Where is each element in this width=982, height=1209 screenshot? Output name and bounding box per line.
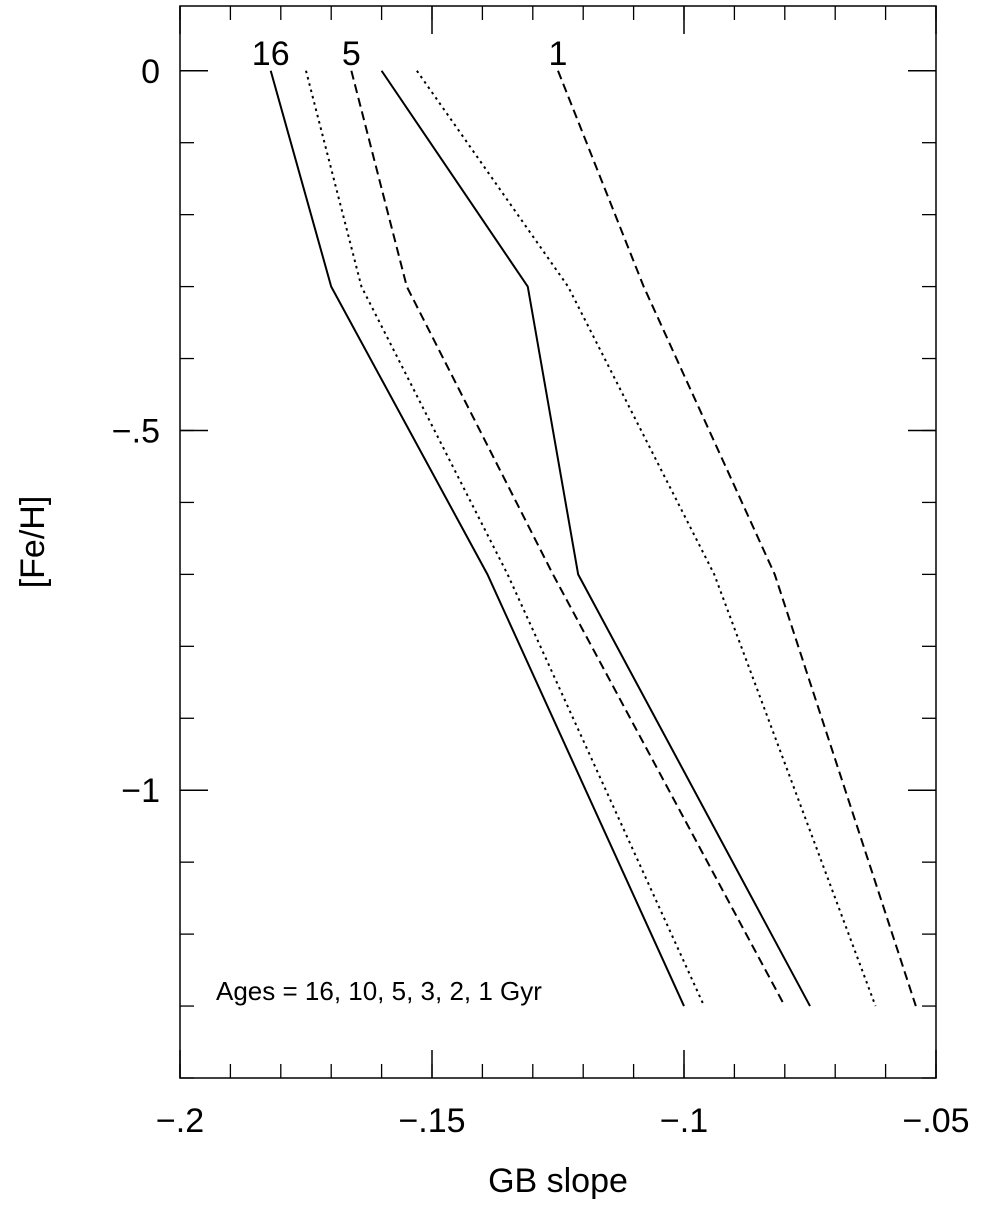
curve-label-age-1: 1 xyxy=(549,35,568,73)
x-tick-label: −.05 xyxy=(902,1102,969,1140)
major-ticks xyxy=(179,6,937,1078)
series-line-age-16 xyxy=(269,70,685,1007)
y-tick-label: −.5 xyxy=(112,412,160,450)
series-line-age-1 xyxy=(557,70,917,1007)
ages-annotation: Ages = 16, 10, 5, 3, 2, 1 Gyr xyxy=(216,976,542,1006)
curve-label-age-5: 5 xyxy=(342,35,361,73)
x-axis-label: GB slope xyxy=(488,1162,628,1200)
minor-ticks xyxy=(179,6,937,1079)
y-axis-label: [Fe/H] xyxy=(14,496,52,589)
y-tick-label: 0 xyxy=(141,53,160,91)
series-line-age-3 xyxy=(380,70,811,1007)
y-tick-label: −1 xyxy=(121,772,160,810)
x-tick-label: −.1 xyxy=(660,1102,708,1140)
series-line-age-5 xyxy=(350,70,786,1007)
curve-labels: 16 5 1 xyxy=(252,35,568,73)
plot-frame xyxy=(179,5,937,1079)
series-line-age-10 xyxy=(305,70,706,1007)
curve-label-age-16: 16 xyxy=(252,35,290,73)
series-line-age-2 xyxy=(416,70,877,1007)
x-tick-label: −.15 xyxy=(398,1102,465,1140)
y-tick-labels: 0 −.5 −1 xyxy=(112,53,160,810)
series-lines xyxy=(269,70,917,1007)
x-tick-label: −.2 xyxy=(156,1102,204,1140)
x-tick-labels: −.2 −.15 −.1 −.05 xyxy=(156,1102,970,1140)
